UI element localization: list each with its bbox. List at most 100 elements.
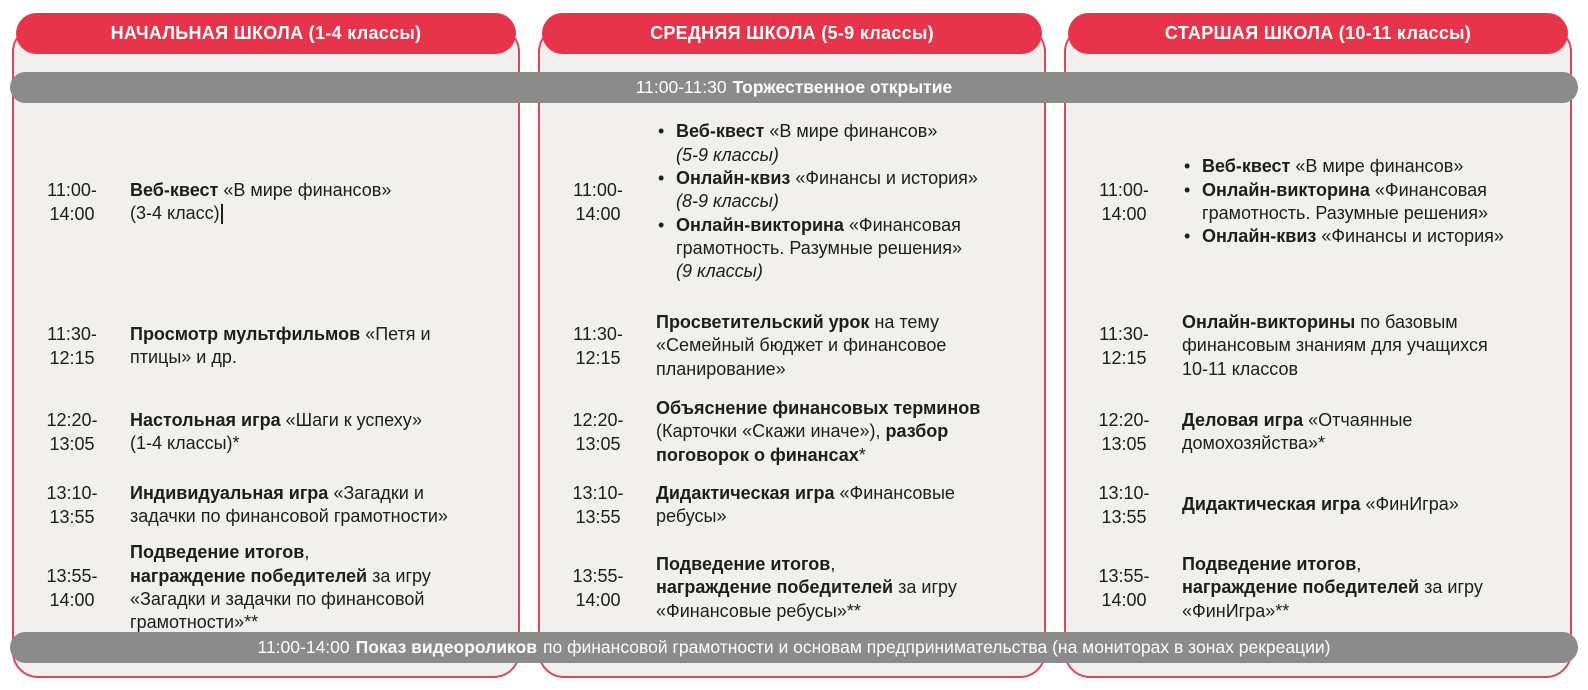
text-segment: «Финансовые ребусы»** [656, 600, 861, 621]
text-segment: Подведение итогов [656, 553, 831, 574]
event-text: Дидактическая игра «Финансовые ребусы» [656, 482, 1030, 529]
text-segment: , [1356, 553, 1362, 574]
bullet-text: Онлайн-квиз «Финансы и история» (8-9 клас… [676, 167, 978, 214]
text-segment: (3-4 класс) [130, 203, 220, 223]
video-screening-time: 11:00-14:00 [257, 637, 350, 657]
event-text: Веб-квест «В мире финансов» (3-4 класс) [130, 179, 504, 226]
schedule-row: 13:55- 14:00 Подведение итогов, награждение… [1074, 540, 1556, 636]
high-school-rows: 11:00- 14:00 • Веб-квест «В мире финансов» •… [1066, 106, 1570, 672]
text-segment: Просмотр мультфильмов [130, 323, 361, 344]
event-description: Подведение итогов, награждение победителе… [648, 553, 1030, 623]
middle-school-rows: 11:00- 14:00 • Веб-квест «В мире финансов»(… [540, 106, 1044, 672]
time-range: 11:30- 12:15 [573, 323, 623, 368]
text-segment: Дидактическая игра [656, 482, 835, 503]
event-description: Подведение итогов, награждение победителе… [1174, 553, 1556, 623]
event-text: Объяснение финансовых терминов (Карточки … [656, 397, 1030, 467]
text-segment: разбор [885, 421, 949, 442]
bullet-icon: • [658, 214, 665, 235]
text-segment: на тему [869, 311, 940, 332]
bullet-item: • Веб-квест «В мире финансов» [1182, 155, 1556, 178]
event-text: Просмотр мультфильмов «Петя и птицы» и др… [130, 323, 504, 370]
text-segment: Подведение итогов [130, 542, 305, 563]
event-description: Индивидуальная игра «Загадки и задачки по… [122, 482, 504, 529]
middle-school-header-label: СРЕДНЯЯ ШКОЛА (5-9 классы) [650, 23, 934, 43]
schedule-row: 12:20- 13:05 Объяснение финансовых термино… [548, 394, 1030, 470]
schedule-row: 11:00- 14:00 • Веб-квест «В мире финансов» •… [1074, 106, 1556, 298]
event-description: Дидактическая игра «ФинИгра» [1174, 493, 1556, 516]
opening-ceremony-title: Торжественное открытие [732, 77, 953, 97]
event-text: Подведение итогов, награждение победителе… [130, 541, 504, 635]
text-segment: (1-4 классы)* [130, 433, 240, 453]
text-segment: 10-11 классов [1182, 358, 1299, 379]
text-segment: «В мире финансов» [1290, 156, 1464, 177]
time-range: 13:55- 14:00 [1098, 565, 1150, 610]
text-segment: грамотность. Разумные решения» [676, 238, 962, 259]
time-range: 11:00- 14:00 [573, 179, 623, 224]
text-segment: «Семейный бюджет и финансовое [656, 335, 947, 356]
time-range: 11:30- 12:15 [47, 323, 97, 368]
text-segment: Онлайн-квиз [1202, 226, 1317, 247]
time-range: 13:10- 13:55 [572, 482, 624, 527]
bullet-icon: • [1184, 156, 1191, 177]
text-segment: (5-9 классы) [676, 144, 779, 165]
text-segment: «Отчаянные [1303, 409, 1413, 430]
text-segment: Онлайн-викторина [676, 214, 844, 235]
text-segment: финансовым знаниям для учащихся [1182, 335, 1488, 356]
event-description: Объяснение финансовых терминов (Карточки … [648, 397, 1030, 467]
bullet-icon: • [1184, 179, 1191, 200]
high-school-header-label: СТАРШАЯ ШКОЛА (10-11 классы) [1164, 23, 1472, 43]
bullet-icon: • [658, 121, 665, 142]
event-text: Настольная игра «Шаги к успеху» (1-4 клас… [130, 409, 504, 456]
time-range: 12:20- 13:05 [572, 409, 624, 454]
text-segment: «Финансовая [1369, 179, 1487, 200]
text-segment: «Шаги к успеху» [280, 409, 422, 430]
schedule-row: 13:10- 13:55 Дидактическая игра «Финансовы… [548, 470, 1030, 540]
text-segment: «ФинИгра» [1360, 494, 1459, 515]
bullet-text: Веб-квест «В мире финансов» [1202, 155, 1463, 178]
text-segment: поговорок о финансах [656, 444, 859, 465]
schedule-row: 13:10- 13:55 Дидактическая игра «ФинИгра» [1074, 470, 1556, 540]
time-range: 11:30- 12:15 [1099, 323, 1149, 368]
text-segment: «Загадки и [328, 482, 424, 503]
primary-school-header: НАЧАЛЬНАЯ ШКОЛА (1-4 классы) [16, 13, 516, 54]
event-description: • Веб-квест «В мире финансов» (5-9 классы)… [648, 120, 1030, 284]
text-segment: за игру [367, 565, 431, 586]
text-segment: «Финансовая [843, 214, 961, 235]
event-description: Дидактическая игра «Финансовые ребусы» [648, 482, 1030, 529]
time-range: 11:00- 14:00 [47, 179, 97, 224]
event-description: Подведение итогов, награждение победителе… [122, 541, 504, 635]
event-description: Просветительский урок на тему «Семейный б… [648, 311, 1030, 381]
time-range: 12:20- 13:05 [46, 409, 98, 454]
middle-school-header: СРЕДНЯЯ ШКОЛА (5-9 классы) [542, 13, 1042, 54]
text-segment: Онлайн-викторина [1202, 179, 1370, 200]
schedule-row: 13:10- 13:55 Индивидуальная игра «Загадки … [22, 470, 504, 540]
event-description: Онлайн-викторины по базовым финансовым зн… [1174, 311, 1556, 381]
bullet-icon: • [1184, 226, 1191, 247]
bullet-item: • Онлайн-викторина «Финансовая грамотность… [1182, 179, 1556, 226]
text-segment: Веб-квест [1202, 156, 1291, 177]
time-range: 13:10- 13:55 [1098, 482, 1150, 527]
text-segment: за игру [1419, 577, 1483, 598]
text-segment: «Петя и [360, 323, 431, 344]
event-text: Деловая игра «Отчаянные домохозяйства»* [1182, 409, 1556, 456]
text-segment: грамотности»** [130, 612, 259, 633]
text-segment: Подведение итогов [1182, 553, 1357, 574]
column-high-school: СТАРШАЯ ШКОЛА (10-11 классы) 11:00- 14:00… [1064, 13, 1572, 678]
bullet-item: • Веб-квест «В мире финансов» (5-9 классы) [656, 120, 1030, 167]
bullet-item: • Онлайн-викторина «Финансовая грамотность… [656, 214, 1030, 284]
text-caret [220, 204, 223, 225]
primary-school-rows: 11:00- 14:00 Веб-квест «В мире финансов» (3… [14, 106, 518, 672]
time-range: 13:55- 14:00 [46, 565, 98, 610]
text-segment: награждение победителей [130, 565, 368, 586]
text-segment: Веб-квест [130, 179, 219, 200]
event-description: • Веб-квест «В мире финансов» • Онлайн-викт… [1174, 155, 1556, 249]
text-segment: Онлайн-квиз [676, 167, 791, 188]
text-segment: Настольная игра [130, 409, 281, 430]
schedule-row: 13:55- 14:00 Подведение итогов, награждение… [22, 540, 504, 636]
event-text: Онлайн-викторины по базовым финансовым зн… [1182, 311, 1556, 381]
event-text: Подведение итогов, награждение победителе… [656, 553, 1030, 623]
bullet-text: Веб-квест «В мире финансов» (5-9 классы) [676, 120, 937, 167]
text-segment: Дидактическая игра [1182, 494, 1361, 515]
column-primary-school: НАЧАЛЬНАЯ ШКОЛА (1-4 классы) 11:00- 14:00… [12, 13, 520, 678]
opening-ceremony-banner: 11:00-11:30 Торжественное открытие [10, 72, 1578, 103]
